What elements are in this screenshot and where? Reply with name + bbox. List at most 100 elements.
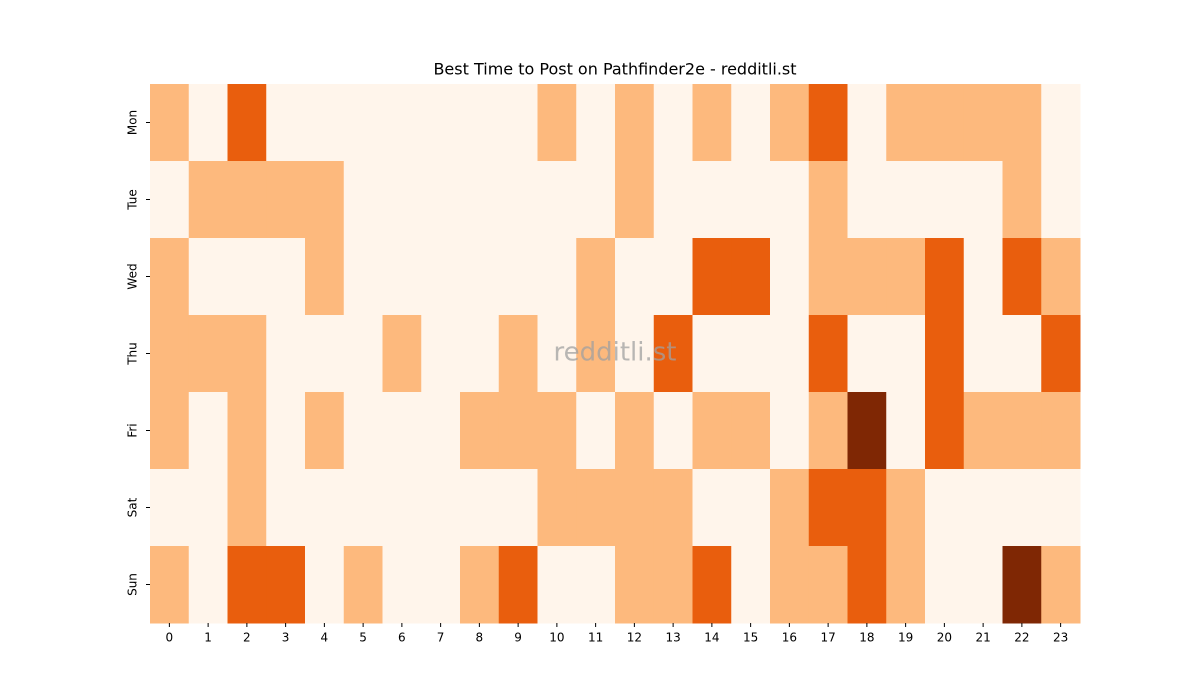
heatmap-cell (305, 392, 345, 470)
heatmap-cell (537, 546, 577, 624)
heatmap-cell (925, 392, 965, 470)
heatmap-cell (731, 546, 771, 624)
heatmap-cell (305, 315, 345, 393)
heatmap-cell (305, 84, 345, 162)
y-tick-label: Tue (126, 189, 140, 211)
heatmap-cell (770, 469, 810, 547)
heatmap-cell (615, 392, 655, 470)
heatmap-cell (1002, 84, 1042, 162)
heatmap-cell (382, 546, 422, 624)
heatmap-cell (227, 161, 267, 239)
x-tick-label: 19 (898, 631, 913, 645)
heatmap-cell (770, 315, 810, 393)
heatmap-cell (421, 392, 461, 470)
heatmap-cell (227, 84, 267, 162)
heatmap-cell (1041, 238, 1081, 316)
heatmap-cell (266, 469, 306, 547)
heatmap-cell (576, 469, 616, 547)
x-tick-label: 22 (1014, 631, 1029, 645)
heatmap-cell (808, 546, 848, 624)
x-tick-label: 15 (743, 631, 758, 645)
heatmap-cell (963, 315, 1003, 393)
heatmap-cell (266, 161, 306, 239)
heatmap-cell (421, 238, 461, 316)
heatmap-cell (808, 469, 848, 547)
heatmap-cell (692, 161, 732, 239)
heatmap-cell (692, 84, 732, 162)
heatmap-cell (886, 469, 926, 547)
heatmap-cell (382, 469, 422, 547)
heatmap-cell (808, 238, 848, 316)
heatmap-cell (963, 469, 1003, 547)
x-tick-label: 11 (588, 631, 603, 645)
heatmap-cell (808, 84, 848, 162)
heatmap-cell (1002, 392, 1042, 470)
heatmap-cell (653, 84, 693, 162)
heatmap-cell (808, 315, 848, 393)
x-tick-label: 21 (975, 631, 990, 645)
heatmap-cell (227, 238, 267, 316)
heatmap-cell (460, 84, 500, 162)
heatmap-cell (382, 392, 422, 470)
heatmap-cell (576, 392, 616, 470)
heatmap-cell (460, 546, 500, 624)
heatmap-cell (343, 315, 383, 393)
heatmap-cell (1002, 238, 1042, 316)
heatmap-cell (886, 161, 926, 239)
heatmap-cell (537, 315, 577, 393)
x-tick-label: 12 (627, 631, 642, 645)
heatmap-cell (770, 392, 810, 470)
heatmap-cell (305, 238, 345, 316)
y-tick-label: Wed (126, 263, 140, 289)
heatmap-cell (537, 238, 577, 316)
heatmap-cell (498, 315, 538, 393)
y-tick-label: Mon (126, 110, 140, 135)
heatmap-cell (188, 315, 228, 393)
heatmap-cell (615, 315, 655, 393)
heatmap-cell (421, 161, 461, 239)
x-tick-label: 8 (476, 631, 484, 645)
heatmap-cell (421, 315, 461, 393)
heatmap-cell (498, 546, 538, 624)
heatmap-cell (150, 469, 190, 547)
heatmap-cell (343, 392, 383, 470)
heatmap-cell (692, 469, 732, 547)
heatmap-cell (808, 161, 848, 239)
heatmap-cell (847, 469, 887, 547)
heatmap-cell (576, 238, 616, 316)
heatmap-cell (731, 238, 771, 316)
heatmap-cell (847, 546, 887, 624)
heatmap-cell (498, 238, 538, 316)
heatmap-cell (150, 238, 190, 316)
heatmap-cell (925, 84, 965, 162)
heatmap-cell (770, 84, 810, 162)
heatmap-cell (1041, 546, 1081, 624)
heatmap-cell (653, 469, 693, 547)
heatmap-cell (886, 84, 926, 162)
heatmap-cell (925, 469, 965, 547)
heatmap-cell (305, 469, 345, 547)
heatmap-cell (615, 84, 655, 162)
heatmap-cell (266, 84, 306, 162)
y-tick-label: Sat (126, 497, 140, 517)
heatmap-cell (188, 161, 228, 239)
heatmap-cell (925, 238, 965, 316)
heatmap-cell (188, 469, 228, 547)
heatmap-cell (576, 84, 616, 162)
heatmap-cell (692, 546, 732, 624)
heatmap-cell (731, 392, 771, 470)
heatmap-cell (421, 546, 461, 624)
watermark: redditli.st (554, 338, 677, 368)
heatmap-cell (150, 546, 190, 624)
x-tick-label: 9 (514, 631, 522, 645)
heatmap-cell (731, 469, 771, 547)
x-tick-label: 10 (549, 631, 564, 645)
heatmap-cell (925, 546, 965, 624)
heatmap-cell (1041, 315, 1081, 393)
heatmap-cell (1041, 161, 1081, 239)
heatmap-cell (963, 161, 1003, 239)
heatmap-cell (615, 161, 655, 239)
heatmap-cell (188, 84, 228, 162)
heatmap-cell (150, 161, 190, 239)
